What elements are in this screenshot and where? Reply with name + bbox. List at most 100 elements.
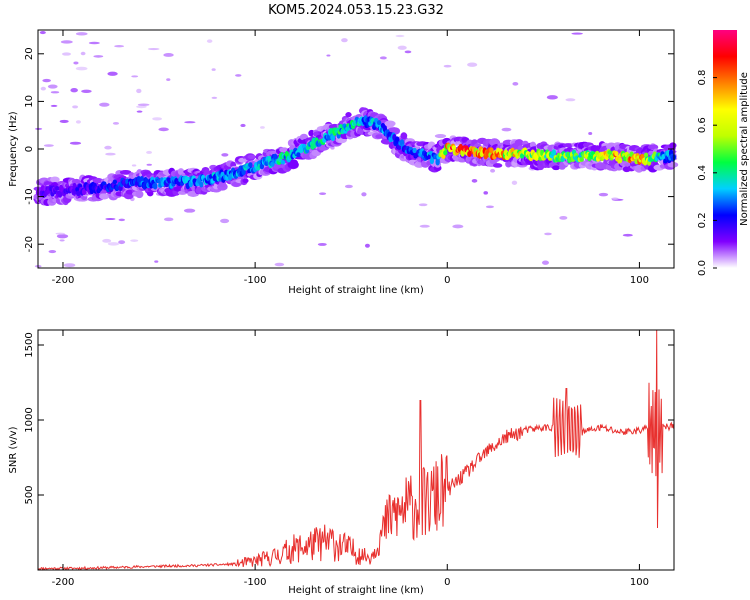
spectrogram-ridge-cell: [153, 182, 158, 190]
spectrogram-ridge-cell: [617, 157, 623, 164]
spectrogram-speckle: [56, 234, 69, 239]
spectrogram-ridge-cell: [412, 147, 417, 154]
spectrogram-speckle: [73, 61, 79, 65]
spectrogram-halo: [489, 138, 500, 146]
spectrogram-speckle: [184, 121, 196, 124]
spectrogram-speckle: [50, 104, 58, 107]
spectrogram-ridge-cell: [57, 190, 63, 198]
snr-marks: [37, 329, 675, 571]
spectrogram-ridge-cell: [443, 150, 448, 156]
colorbar: 0.0 0.2 0.4 0.6 0.8 Normalized spectral ampl…: [697, 30, 750, 276]
spectrogram-speckle: [154, 260, 159, 263]
spectrogram-halo: [669, 142, 677, 149]
spectrogram-speckle: [379, 56, 387, 60]
spectrogram-speckle: [274, 262, 285, 267]
spectrogram-speckle: [395, 34, 405, 38]
spectrogram-speckle: [361, 192, 367, 197]
spectrogram-speckle: [544, 232, 552, 236]
spectrogram-speckle: [75, 32, 88, 36]
spectrogram-halo: [400, 132, 408, 140]
spectrogram-ridge-cell: [551, 149, 557, 156]
spectrogram-speckle: [75, 120, 81, 124]
spectrogram-speckle: [443, 64, 452, 68]
spectrogram-halo: [242, 178, 249, 183]
spectrogram-halo: [375, 134, 384, 139]
spectrogram-speckle: [107, 71, 118, 76]
spectrogram-ridge-cell: [248, 162, 253, 168]
spectrogram-speckle: [434, 133, 447, 139]
spectrogram-speckle: [137, 103, 150, 106]
spectrogram-halo: [177, 168, 185, 176]
snr-x-tick-label: 0: [444, 577, 450, 588]
spectrogram-speckle: [136, 105, 147, 109]
spectrogram-halo: [384, 120, 396, 127]
spectrogram-x-axis-label: Height of straight line (km): [288, 285, 424, 296]
spectrogram-speckle: [47, 84, 58, 89]
snr-y-tick-label: 1000: [24, 407, 35, 432]
spectrogram-speckle: [59, 239, 65, 242]
spectrogram-ridge-cell: [139, 176, 144, 182]
spectrogram-y-tick-label: 0: [24, 146, 35, 152]
spectrogram-speckle: [240, 123, 246, 128]
spectrogram-speckle: [158, 127, 169, 132]
spectrogram-speckle: [70, 88, 78, 93]
spectrogram-ridge-cell: [284, 151, 290, 158]
spectrogram-halo: [135, 190, 144, 199]
spectrogram-ridge-cell: [199, 181, 204, 188]
spectrogram-ridge-cell: [614, 150, 619, 157]
snr-y-axis-label: SNR (v/v): [8, 426, 19, 473]
snr-y-ticks: 500 1000 1500: [24, 332, 674, 505]
spectrogram-speckle: [317, 242, 327, 246]
spectrogram-speckle: [48, 250, 57, 254]
spectrogram-speckle: [118, 218, 125, 222]
spectrogram-speckle: [60, 40, 73, 44]
spectrogram-ridge-cell: [81, 188, 87, 196]
spectrogram-speckle: [166, 78, 171, 81]
spectrogram-speckle: [221, 153, 229, 157]
spectrogram-speckle: [571, 32, 583, 35]
spectrogram-speckle: [183, 208, 196, 213]
spectrogram-ridge-cell: [435, 158, 440, 166]
spectrogram-halo: [287, 160, 299, 169]
snr-series-line: [37, 329, 675, 571]
snr-x-ticks: -200 -100 0 100: [52, 330, 649, 588]
spectrogram-speckle: [104, 145, 112, 150]
spectrogram-speckle: [146, 163, 152, 166]
spectrogram-ridge-cell: [376, 120, 382, 126]
spectrogram-speckle: [467, 62, 478, 67]
spectrogram-speckle: [163, 217, 174, 222]
spectrogram-ridge-cell: [112, 179, 118, 185]
spectrogram-speckle: [211, 96, 218, 99]
spectrogram-speckle: [452, 224, 464, 229]
snr-x-tick-label: 100: [630, 577, 649, 588]
spectrogram-speckle: [512, 82, 519, 86]
spectrogram-speckle: [418, 203, 428, 207]
spectrogram-ridge-cell: [441, 154, 446, 159]
spectrogram-speckle: [59, 119, 69, 123]
spectrogram-halo: [99, 193, 110, 200]
spectrogram-speckle: [34, 127, 43, 130]
spectrogram-x-ticks: -200 -100 0 100: [52, 30, 649, 286]
spectrogram-speckle: [118, 240, 126, 245]
spectrogram-halo: [50, 176, 60, 183]
spectrogram-speckle: [107, 242, 120, 246]
spectrogram-speckle: [93, 55, 104, 58]
spectrogram-y-tick-label: 20: [24, 47, 35, 60]
spectrogram-speckle: [611, 197, 619, 200]
spectrogram-speckle: [511, 180, 518, 185]
spectrogram-speckle: [152, 117, 163, 121]
spectrogram-halo: [92, 177, 104, 184]
spectrogram-x-tick-label: 0: [444, 275, 450, 286]
spectrogram-speckle: [43, 144, 54, 147]
colorbar-tick-label: 0.6: [697, 117, 708, 133]
spectrogram-y-tick-label: -20: [24, 236, 35, 252]
spectrogram-speckle: [541, 260, 549, 265]
spectrogram-y-tick-label: -10: [24, 188, 35, 204]
spectrogram-ridge-cell: [395, 136, 400, 144]
spectrogram-speckle: [235, 74, 242, 77]
spectrogram-marks: [33, 31, 679, 268]
spectrogram-speckle: [105, 152, 116, 156]
spectrogram-ridge-cell: [330, 134, 336, 142]
spectrogram-speckle: [211, 68, 216, 71]
